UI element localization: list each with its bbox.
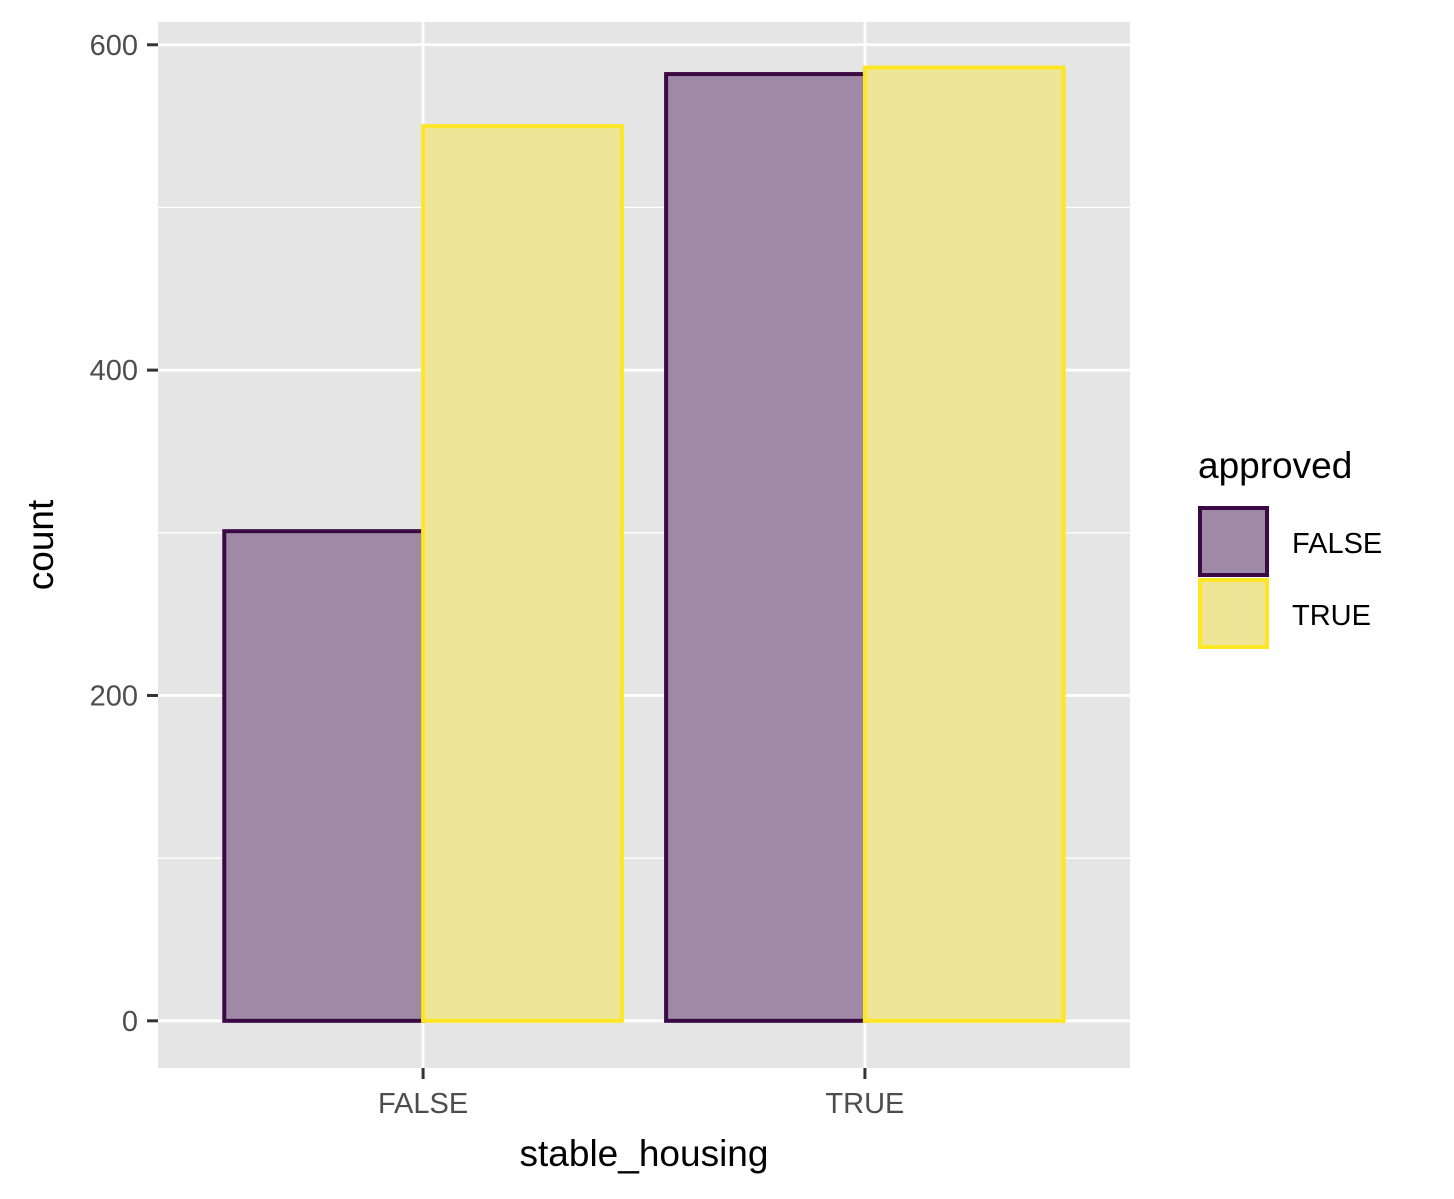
x-tick-label: FALSE xyxy=(378,1088,468,1120)
x-axis: FALSE TRUE xyxy=(378,1068,904,1120)
legend-key-true xyxy=(1198,578,1269,649)
legend-title: approved xyxy=(1198,445,1352,486)
y-tick-label: 0 xyxy=(122,1006,138,1038)
y-tick-label: 600 xyxy=(90,30,138,62)
legend-key-false xyxy=(1198,506,1269,577)
bar-true-true xyxy=(862,65,1066,1023)
bars-layer xyxy=(222,65,1066,1023)
x-axis-title: stable_housing xyxy=(520,1133,769,1174)
y-tick-label: 400 xyxy=(90,355,138,387)
legend-label-true: TRUE xyxy=(1292,600,1371,632)
bar-true-false xyxy=(664,72,867,1023)
bar-false-false xyxy=(222,529,426,1023)
legend-label-false: FALSE xyxy=(1292,528,1382,560)
y-axis: 0 200 400 600 xyxy=(90,30,158,1038)
x-tick-label: TRUE xyxy=(825,1088,904,1120)
y-axis-title: count xyxy=(20,499,61,590)
legend: approved FALSE TRUE xyxy=(1198,445,1382,649)
y-tick-label: 200 xyxy=(90,680,138,712)
bar-false-true xyxy=(421,124,624,1023)
